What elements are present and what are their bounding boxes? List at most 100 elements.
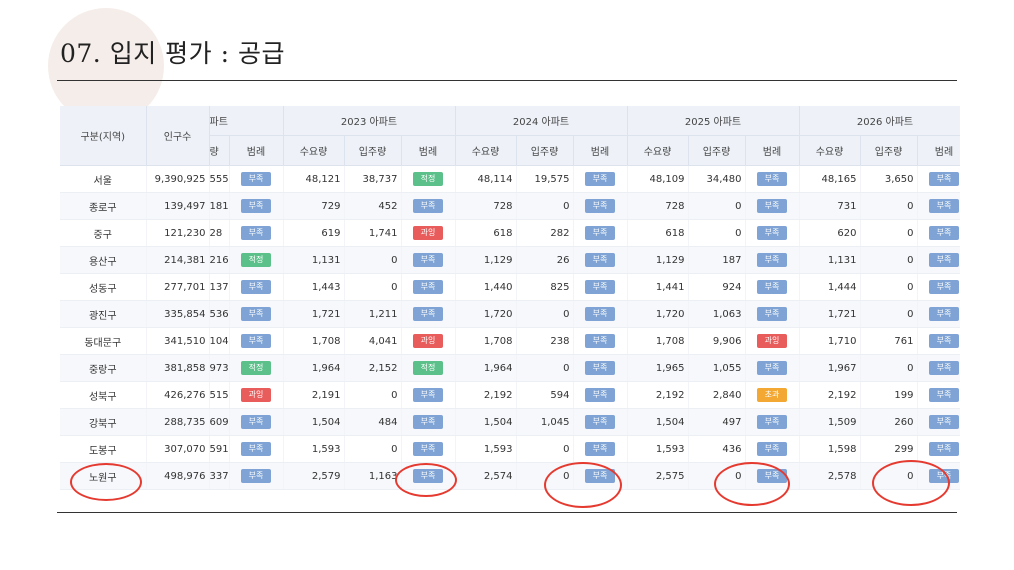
table-row: 종로구 139,497 181 부족 729 452 부족 728 0 부족 728 0 부족 731 0 부… bbox=[60, 192, 960, 220]
status-badge: 부족 bbox=[585, 415, 615, 429]
demand-cell: 48,165 bbox=[799, 165, 861, 193]
legend-cell: 적정 bbox=[401, 165, 456, 193]
status-badge: 부족 bbox=[585, 253, 615, 267]
demand-cell: 1,721 bbox=[283, 300, 345, 328]
demand-header: 수요량 bbox=[455, 135, 517, 166]
area-cell: 성북구 bbox=[60, 381, 147, 409]
status-badge: 부족 bbox=[241, 280, 271, 294]
supply-cell: 452 bbox=[344, 192, 402, 220]
demand-cell: 1,708 bbox=[283, 327, 345, 355]
highlight-circle-2025 bbox=[714, 462, 790, 506]
legend-cell: 부족 bbox=[745, 219, 800, 247]
legend-cell: 부족 bbox=[745, 408, 800, 436]
status-badge: 부족 bbox=[929, 199, 959, 213]
legend-cell: 부족 bbox=[917, 354, 960, 382]
supply-header: 입주량 bbox=[516, 135, 574, 166]
legend-cell: 부족 bbox=[745, 165, 800, 193]
demand-cell: 1,964 bbox=[283, 354, 345, 382]
supply-cell: 0 bbox=[860, 192, 918, 220]
supply-cell: 2,840 bbox=[688, 381, 746, 409]
legend-cell: 부족 bbox=[401, 300, 456, 328]
cut-value-cell: 973 bbox=[209, 354, 230, 382]
legend-cell: 초과 bbox=[745, 381, 800, 409]
legend-cell: 부족 bbox=[917, 273, 960, 301]
status-badge: 부족 bbox=[413, 307, 443, 321]
supply-cell: 0 bbox=[516, 354, 574, 382]
legend-cell: 과잉 bbox=[401, 327, 456, 355]
supply-cell: 199 bbox=[860, 381, 918, 409]
legend-cell: 부족 bbox=[917, 165, 960, 193]
demand-cell: 1,721 bbox=[799, 300, 861, 328]
demand-cell: 1,964 bbox=[455, 354, 517, 382]
demand-cell: 618 bbox=[627, 219, 689, 247]
legend-cell: 부족 bbox=[917, 381, 960, 409]
legend-cell: 부족 bbox=[573, 219, 628, 247]
demand-cell: 1,504 bbox=[455, 408, 517, 436]
legend-cell: 부족 bbox=[573, 165, 628, 193]
table-row: 중구 121,230 28 부족 619 1,741 과잉 618 282 부족 618 0 부족 620… bbox=[60, 219, 960, 247]
demand-cell: 1,593 bbox=[455, 435, 517, 463]
supply-cell: 0 bbox=[344, 381, 402, 409]
demand-cell: 48,114 bbox=[455, 165, 517, 193]
demand-cell: 619 bbox=[283, 219, 345, 247]
legend-header: 범례 bbox=[573, 135, 628, 166]
status-badge: 부족 bbox=[241, 415, 271, 429]
status-badge: 과잉 bbox=[757, 334, 787, 348]
slide-title: 07. 입지 평가 : 공급 bbox=[60, 39, 285, 68]
supply-cell: 187 bbox=[688, 246, 746, 274]
population-cell: 139,497 bbox=[146, 192, 210, 220]
table-row: 강북구 288,735 609 부족 1,504 484 부족 1,504 1,045 부족 1,5… bbox=[60, 408, 960, 436]
demand-cell: 1,720 bbox=[455, 300, 517, 328]
demand-cell: 1,129 bbox=[455, 246, 517, 274]
demand-cell: 1,720 bbox=[627, 300, 689, 328]
year-header-2023: 2023 아파트 bbox=[283, 106, 456, 136]
supply-cell: 299 bbox=[860, 435, 918, 463]
cut-legend-header: 범례 bbox=[229, 135, 284, 166]
supply-cell: 282 bbox=[516, 219, 574, 247]
legend-cell: 부족 bbox=[573, 246, 628, 274]
demand-cell: 48,121 bbox=[283, 165, 345, 193]
cut-legend-cell: 과잉 bbox=[229, 381, 284, 409]
status-badge: 부족 bbox=[585, 226, 615, 240]
area-cell: 광진구 bbox=[60, 300, 147, 328]
legend-cell: 부족 bbox=[917, 246, 960, 274]
table-row: 용산구 214,381 216 적정 1,131 0 부족 1,129 26 부족 1,129 187… bbox=[60, 246, 960, 274]
demand-cell: 1,441 bbox=[627, 273, 689, 301]
cut-legend-cell: 부족 bbox=[229, 408, 284, 436]
legend-header: 범례 bbox=[401, 135, 456, 166]
status-badge: 적정 bbox=[241, 253, 271, 267]
status-badge: 부족 bbox=[757, 280, 787, 294]
demand-cell: 2,578 bbox=[799, 462, 861, 490]
supply-cell: 825 bbox=[516, 273, 574, 301]
table-row: 성북구 426,276 515 과잉 2,191 0 부족 2,192 594 부족 2,192 2,… bbox=[60, 381, 960, 409]
legend-header: 범례 bbox=[745, 135, 800, 166]
supply-cell: 26 bbox=[516, 246, 574, 274]
demand-cell: 2,191 bbox=[283, 381, 345, 409]
table-row: 동대문구 341,510 104 부족 1,708 4,041 과잉 1,708 238 부족 1,… bbox=[60, 327, 960, 355]
cut-value-cell: 337 bbox=[209, 462, 230, 490]
status-badge: 부족 bbox=[929, 361, 959, 375]
cut-value-cell: 536 bbox=[209, 300, 230, 328]
status-badge: 부족 bbox=[757, 442, 787, 456]
supply-cell: 2,152 bbox=[344, 354, 402, 382]
supply-table: 구분(지역) 인구수 파트 2023 아파트 2024 아파트 2025 아파트… bbox=[60, 106, 960, 490]
legend-header: 범례 bbox=[917, 135, 960, 166]
cut-legend-cell: 부족 bbox=[229, 435, 284, 463]
table-row: 서울 9,390,925 555 부족 48,121 38,737 적정 48,114 19,5… bbox=[60, 165, 960, 193]
legend-cell: 부족 bbox=[401, 435, 456, 463]
demand-cell: 728 bbox=[455, 192, 517, 220]
supply-cell: 484 bbox=[344, 408, 402, 436]
area-cell: 강북구 bbox=[60, 408, 147, 436]
cut-value-cell: 591 bbox=[209, 435, 230, 463]
cut-sub-header: 량 bbox=[209, 135, 230, 166]
cut-value-cell: 137 bbox=[209, 273, 230, 301]
status-badge: 적정 bbox=[413, 361, 443, 375]
status-badge: 부족 bbox=[241, 307, 271, 321]
demand-cell: 2,575 bbox=[627, 462, 689, 490]
population-cell: 307,070 bbox=[146, 435, 210, 463]
status-badge: 초과 bbox=[757, 388, 787, 402]
highlight-circle-2026 bbox=[872, 460, 950, 506]
legend-cell: 과잉 bbox=[745, 327, 800, 355]
legend-cell: 부족 bbox=[917, 435, 960, 463]
cut-legend-cell: 부족 bbox=[229, 327, 284, 355]
